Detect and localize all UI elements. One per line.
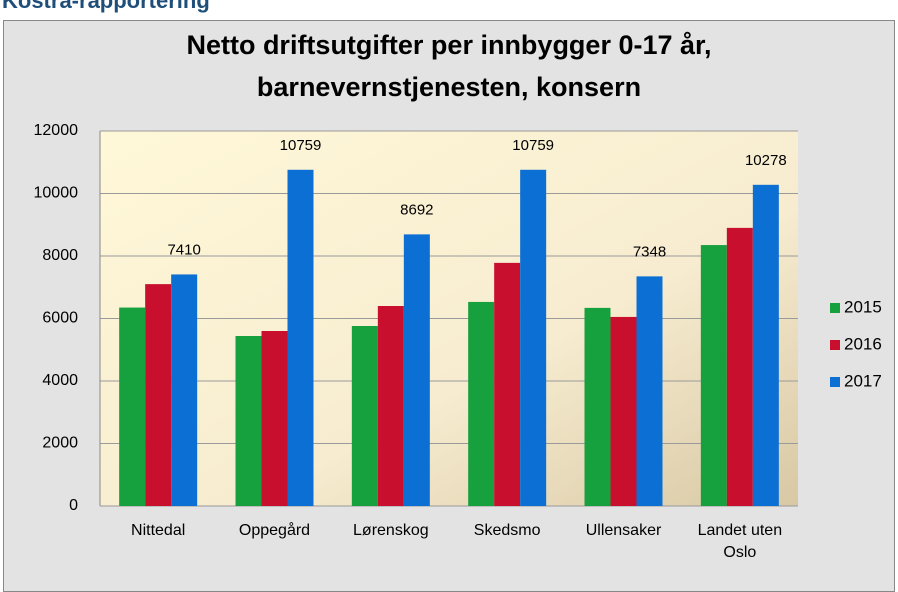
y-tick-label: 2000 — [42, 435, 78, 452]
legend-label: 2015 — [844, 297, 882, 316]
chart: Netto driftsutgifter per innbygger 0-17 … — [34, 30, 882, 514]
bar — [520, 169, 547, 506]
data-label: 10278 — [745, 152, 787, 169]
bar — [584, 307, 611, 506]
bar — [287, 169, 314, 506]
page-heading: Kostra-rapportering — [2, 0, 210, 13]
bar — [377, 306, 404, 506]
data-label: 10759 — [512, 137, 554, 154]
y-tick-label: 4000 — [42, 372, 78, 389]
bar — [235, 336, 262, 506]
data-label: 8692 — [400, 201, 433, 218]
x-tick-label: Landet uten Oslo — [697, 522, 783, 561]
bar — [171, 274, 198, 506]
bar — [610, 316, 637, 506]
x-tick-label: Ullensaker — [585, 522, 662, 539]
chart-title: barnevernstjenesten, konsern — [257, 72, 641, 102]
y-tick-label: 8000 — [42, 247, 78, 264]
y-tick-label: 10000 — [34, 185, 79, 202]
y-tick-label: 0 — [69, 497, 78, 514]
bar — [636, 276, 663, 506]
y-tick-label: 12000 — [34, 122, 79, 139]
bar — [700, 245, 727, 506]
bar — [145, 284, 172, 506]
legend-label: 2016 — [844, 334, 882, 353]
bar — [351, 326, 378, 506]
data-label: 7348 — [633, 243, 666, 260]
data-label: 7410 — [167, 241, 200, 258]
bar — [752, 184, 779, 506]
legend-swatch — [830, 303, 840, 313]
x-tick-label: Oppegård — [238, 522, 311, 539]
bar — [494, 262, 521, 506]
bar — [119, 307, 146, 506]
x-tick-label: Lørenskog — [353, 522, 429, 539]
y-tick-label: 6000 — [42, 310, 78, 327]
bar — [261, 331, 288, 506]
x-tick-label: Nittedal — [131, 522, 186, 539]
bar — [726, 227, 753, 506]
legend-label: 2017 — [844, 371, 882, 390]
bar — [468, 301, 495, 506]
bar — [403, 234, 430, 506]
data-label: 10759 — [280, 137, 322, 154]
legend-swatch — [830, 340, 840, 350]
x-tick-label: Skedsmo — [473, 522, 541, 539]
chart-title: Netto driftsutgifter per innbygger 0-17 … — [186, 30, 711, 60]
legend-swatch — [830, 377, 840, 387]
